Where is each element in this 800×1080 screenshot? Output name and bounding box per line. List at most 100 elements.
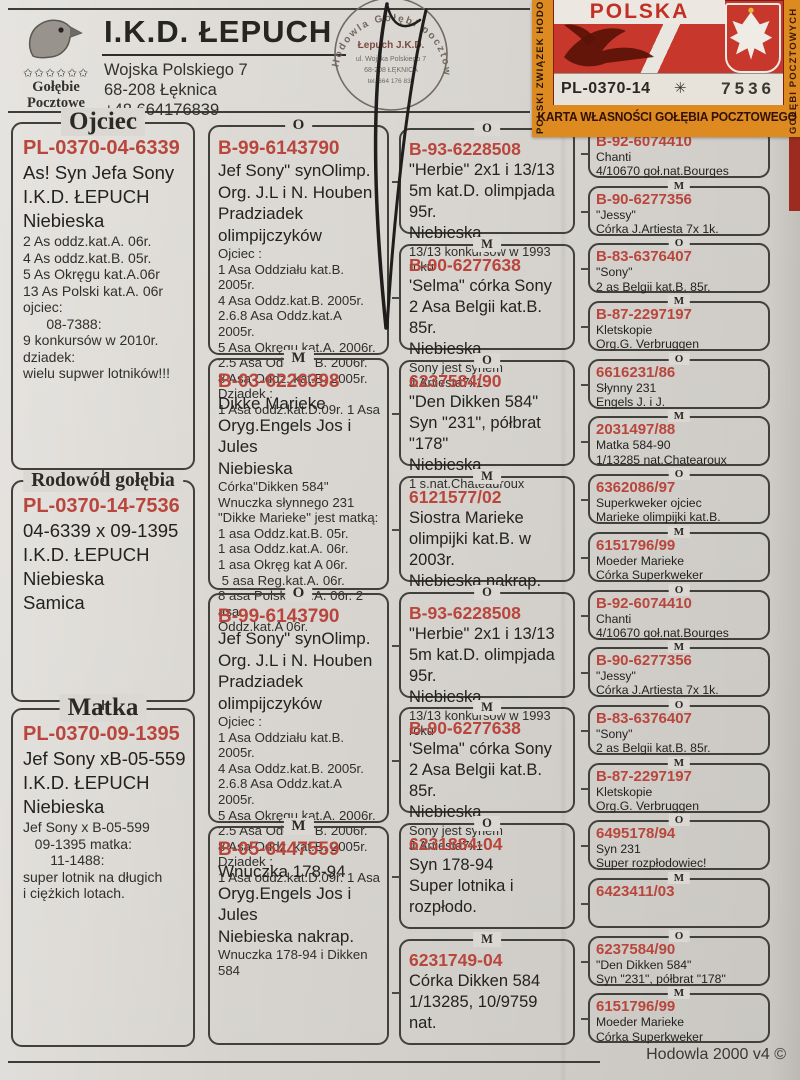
pedigree-box: O B-93-6228508 "Herbie" 2x1 i 13/13 5m kat.… — [392, 584, 575, 738]
pigeon-name-line: 2 as Belgii kat.B. 85r. — [596, 741, 711, 756]
generation-label: M — [667, 179, 691, 192]
pigeon-note-line: 1 Asa oddz.kat.D.09r. 1 Asa — [218, 869, 381, 885]
pedigree-box: M 6423411/03 — [581, 871, 770, 928]
pigeon-name-line: Siostra Marieke — [409, 508, 524, 527]
pedigree-box: O B-93-6228508 "Herbie" 2x1 i 13/13 5m kat.… — [392, 121, 575, 274]
pigeon-note-line: Ojciec : — [218, 714, 262, 729]
pigeon-name-line: I.K.D. ŁEPUCH — [23, 544, 150, 565]
generation-label: M — [473, 236, 501, 252]
ring-number: PL-0370-04-6339 — [23, 137, 180, 159]
pigeon-note-line: 4 Asa Oddz.kat.B. 2005r. — [218, 760, 364, 776]
pigeon-name-line: Chanti — [596, 150, 632, 164]
pigeon-note-line: 8 Asa Oddz. kat.B. 2005r. — [218, 838, 368, 854]
pigeon-name-line: Moeder Marieke — [596, 553, 685, 568]
pedigree-box: M B-90-6277638 'Selma" córka Sony 2 Asa Bel… — [392, 700, 575, 853]
pigeon-note-line: Oddz.kat.A 06r. — [218, 619, 309, 635]
stamp-line2: ul. Wojska Polskiego 7 — [356, 56, 426, 63]
pigeon-name-line: 'Selma" córka Sony — [409, 276, 552, 295]
pigeon-name-line: Niebieska — [23, 796, 105, 817]
ring-number: B-93-6228508 — [409, 139, 521, 159]
ring-prefix: PL-0370-14 — [561, 80, 651, 97]
ring-number: PL-0370-09-1395 — [23, 723, 180, 745]
pigeon-note-line: 1 asa Oddz.kat.B. 05r. — [218, 525, 349, 541]
pigeon-name-line: "Den Dikken 584" — [409, 392, 539, 411]
pigeon-name-line: Niebieska nakrap. — [409, 571, 542, 590]
pedigree-box: O 6237584/90 "Den Dikken 584" Syn "231", pó… — [581, 929, 770, 986]
ring-number: 6151796/99 — [596, 536, 676, 554]
pigeon-note-line: dziadek: — [23, 348, 76, 365]
ring-number: B-99-6143790 — [218, 138, 340, 159]
pigeon-note-line: ojciec: — [23, 299, 63, 315]
generation-label: M — [473, 932, 501, 948]
pedigree-box: O B-99-6143790 Jef Sony" synOlimp. Org. J.L… — [208, 117, 389, 417]
pigeon-name-line: Chanti — [596, 611, 632, 626]
logo-text-line1: Gołębie — [32, 79, 80, 95]
ring-number: 6231884-04 — [409, 834, 503, 855]
pedigree-box: O B-83-6376407 "Sony" 2 as Belgii kat.B. 85… — [581, 698, 770, 756]
generation-label: O — [284, 585, 313, 602]
connector-line — [102, 700, 104, 710]
pigeon-name-line: Jef Sony" synOlimp. — [218, 629, 371, 648]
breeder-title: I.K.D. ŁEPUCH — [102, 14, 347, 56]
header-bottom-rule — [8, 111, 530, 113]
pigeon-note-line: Dziadek : — [218, 854, 273, 870]
sticker-serial-strip: PL-0370-14 ✳ 7536 — [554, 73, 783, 105]
ring-number: B-90-6277638 — [409, 254, 521, 275]
pedigree-box: M B-87-2297197 Kletskopie Org.G. Verbruggen — [581, 756, 770, 813]
sticker-inner-card: POLSKA 2014 PL-0370-14 ✳ 7536 — [553, 0, 784, 105]
pigeon-name-line: "Sony" — [596, 265, 633, 280]
ring-number: 6151796/99 — [596, 998, 676, 1016]
pigeon-name-line: "Jessy" — [596, 207, 636, 222]
pigeon-name-line: olimpijki kat.B. w 2003r. — [409, 529, 531, 569]
pigeon-name-line: Marieke olimpijki kat.B. — [596, 510, 721, 525]
pigeon-head-icon — [28, 19, 83, 59]
generation-label: O — [668, 698, 690, 711]
pigeon-name-line: As! Syn Jefa Sony — [23, 162, 175, 183]
pedigree-column-grandparents: O B-93-6228508 "Herbie" 2x1 i 13/13 5m kat.… — [392, 121, 575, 1046]
pedigree-column-parents2: O B-99-6143790 Jef Sony" synOlimp. Org. J.L… — [208, 117, 389, 1045]
stamp-line3: 68-208 ŁĘKNICA — [364, 67, 418, 74]
pigeon-note-line: 1 Asa Oddziału kat.B. 2005r. — [218, 729, 348, 761]
pigeon-name-line: Niebieska — [409, 339, 482, 358]
pigeon-note-line: 5 asa Reg.kat.A. 06r. — [218, 572, 345, 588]
connector-line — [102, 470, 104, 482]
pigeon-name-line: 4/10670 goł.nat.Bourges — [596, 164, 729, 179]
generation-label: O — [668, 814, 690, 827]
ring-number: B-90-6277638 — [409, 718, 521, 739]
ring-number: B-90-6277356 — [596, 190, 692, 208]
generation-label: M — [473, 700, 501, 716]
pigeon-note-line: 09-1395 matka: — [23, 835, 132, 852]
pigeon-name-line: Moeder Marieke — [596, 1015, 685, 1030]
sticker-eagle-crest — [725, 3, 781, 73]
pigeon-name-line: Jef Sony xB-05-559 — [23, 748, 186, 769]
pedigree-box: M B-90-6277356 "Jessy" Córka J.Artiesta 7x … — [581, 179, 770, 236]
pedigree-box: M B-90-6277356 "Jessy" Córka J.Artiesta 7x … — [581, 641, 770, 697]
pigeon-name-line: 5m kat.D. olimpjada 95r. — [409, 645, 555, 685]
pigeon-name-line: Kletskopie — [596, 784, 653, 799]
pigeon-name-line: Org.G. Verbruggen — [596, 798, 699, 813]
ring-number: 6616231/86 — [596, 363, 676, 381]
pigeon-note-line: 13 As Polski kat.A. 06r — [23, 282, 164, 299]
pigeon-name-line: 04-6339 x 09-1395 — [23, 520, 179, 541]
ring-number: B-83-6376407 — [596, 709, 692, 727]
pigeon-name-line: Engels J. i J. — [596, 394, 666, 409]
pigeon-name-line: 2 Asa Belgii kat.B. 85r. — [409, 761, 542, 801]
pigeon-name-line: Jef Sony" synOlimp. — [218, 161, 371, 180]
footer-rule — [8, 1061, 600, 1063]
generation-label: Ojciec — [60, 108, 146, 136]
pigeon-name-line: Niebieska — [218, 458, 293, 478]
pedigree-box: M 6121577/02 Siostra Marieke olimpijki kat.… — [392, 468, 575, 590]
generation-label: O — [474, 352, 500, 368]
pedigree-box: O 6495178/94 Syn 231 Super rozpłodowiec! — [581, 814, 770, 870]
pigeon-name-line: Niebieska — [409, 455, 482, 474]
pigeon-name-line: Niebieska — [23, 568, 105, 589]
generation-label: O — [474, 816, 500, 832]
pigeon-note-line: 1 asa Okręg kat A 06r. — [218, 556, 348, 572]
pedigree-box: O 6237584/90 "Den Dikken 584" Syn "231", pó… — [392, 352, 575, 491]
pigeon-note-line: 08-7388: — [23, 315, 102, 332]
pigeon-note-line: 1 Asa oddz.kat.D.09r. 1 Asa — [218, 401, 381, 417]
svg-text:Hodowla Gołębi pocztowych: Hodowla Gołębi pocztowych — [322, 0, 452, 77]
generation-label: O — [668, 237, 690, 250]
ring-number: 6231749-04 — [409, 950, 503, 971]
